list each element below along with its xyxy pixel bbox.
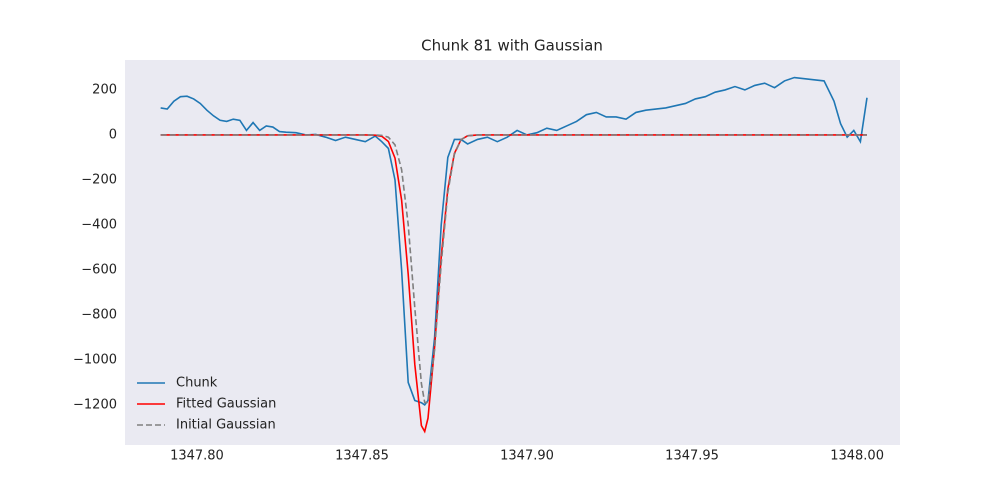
x-tick-label: 1348.00 [830, 449, 884, 464]
y-tick-label: −600 [81, 262, 117, 277]
legend: Chunk Fitted Gaussian Initial Gaussian [137, 376, 276, 433]
y-tick-label: −1200 [73, 397, 117, 412]
plot-area [125, 60, 900, 445]
chart-title: Chunk 81 with Gaussian [421, 37, 603, 55]
legend-label: Fitted Gaussian [176, 397, 276, 412]
y-tick-label: −800 [81, 307, 117, 322]
y-tick-label: −200 [81, 172, 117, 187]
y-tick-label: −1000 [73, 352, 117, 367]
data-line [160, 134, 867, 404]
x-tick-label: 1347.80 [170, 449, 224, 464]
x-tick-label: 1347.95 [665, 449, 719, 464]
y-tick-label: 0 [109, 127, 117, 142]
y-tick-label: 200 [92, 82, 117, 97]
x-tick-label: 1347.90 [500, 449, 554, 464]
data-line [160, 76, 868, 407]
y-tick-label: −400 [81, 217, 117, 232]
legend-label: Chunk [176, 376, 218, 391]
x-tick-label: 1347.85 [335, 449, 389, 464]
legend-label: Initial Gaussian [176, 418, 276, 433]
